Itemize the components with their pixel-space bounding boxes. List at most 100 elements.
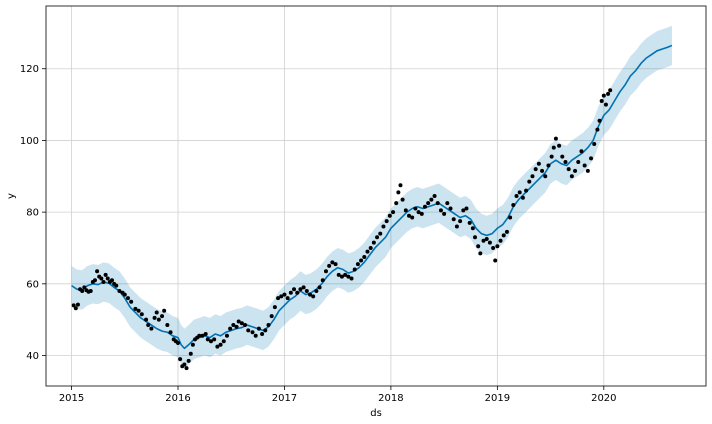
observed-point — [464, 206, 469, 211]
observed-point — [473, 235, 477, 240]
grid-layer — [46, 6, 706, 386]
observed-point — [504, 229, 509, 234]
observed-point — [243, 323, 248, 328]
observed-point — [129, 299, 134, 304]
observed-point — [403, 208, 408, 213]
observed-point — [266, 323, 271, 328]
observed-point — [481, 238, 486, 243]
observed-point — [336, 272, 341, 277]
observed-point — [317, 285, 322, 290]
observed-point — [589, 156, 594, 161]
observed-point — [442, 211, 447, 216]
observed-point — [375, 235, 380, 240]
observed-point — [253, 333, 258, 338]
observed-point — [71, 303, 76, 308]
observed-point — [110, 278, 114, 283]
observed-point — [263, 328, 268, 333]
observed-point — [553, 136, 558, 141]
forecast-line — [71, 44, 673, 350]
observed-point — [487, 240, 492, 245]
observed-point — [448, 206, 453, 211]
observed-point — [422, 204, 427, 209]
observed-point — [517, 190, 522, 195]
observed-point — [231, 323, 236, 328]
observed-point — [419, 211, 424, 216]
observed-point — [311, 294, 316, 299]
observed-point — [234, 324, 239, 329]
observed-point — [524, 188, 529, 193]
y-axis-label: y — [6, 193, 17, 199]
observed-point — [533, 167, 538, 172]
observed-point — [205, 337, 210, 342]
observed-point — [250, 330, 255, 335]
observed-point — [514, 194, 519, 198]
observed-point — [301, 285, 306, 290]
observed-point — [508, 215, 513, 220]
observed-point — [197, 333, 202, 338]
observed-point — [349, 276, 354, 281]
observed-point — [557, 143, 562, 148]
observed-point — [339, 274, 344, 279]
observed-point — [330, 260, 335, 265]
observed-point — [429, 197, 434, 202]
observed-point — [272, 305, 277, 310]
observed-point — [391, 210, 396, 215]
observed-point — [190, 342, 195, 347]
observed-point — [384, 219, 389, 224]
x-tick-label: 2015 — [59, 393, 84, 404]
observed-point — [203, 332, 208, 337]
observed-point — [597, 118, 602, 123]
plot-frame — [45, 5, 707, 387]
observed-point — [182, 362, 187, 367]
observed-point — [435, 201, 440, 206]
y-tick-label: 80 — [26, 208, 39, 219]
observed-point — [279, 294, 284, 299]
observed-point — [458, 219, 463, 224]
observed-point — [540, 168, 545, 173]
observed-point — [511, 202, 516, 207]
observed-point — [592, 142, 597, 147]
observed-point — [221, 339, 226, 344]
observed-points-layer — [71, 88, 613, 371]
observed-point — [491, 245, 496, 250]
observed-point — [579, 149, 584, 154]
observed-point — [276, 296, 281, 301]
observed-point — [498, 238, 503, 243]
observed-point — [333, 262, 338, 267]
observed-point — [105, 276, 110, 281]
observed-point — [224, 333, 229, 338]
observed-point — [156, 317, 161, 322]
observed-point — [228, 326, 233, 331]
observed-point — [582, 163, 587, 168]
observed-point — [536, 161, 541, 166]
observed-point — [146, 323, 151, 328]
observed-point — [212, 337, 217, 342]
observed-point — [606, 91, 611, 96]
observed-point — [576, 159, 581, 164]
forecast-line-layer — [71, 44, 673, 350]
observed-point — [304, 289, 309, 293]
observed-point — [569, 174, 574, 179]
observed-point — [394, 201, 399, 206]
observed-point — [122, 292, 127, 297]
observed-point — [381, 224, 386, 229]
observed-point — [269, 314, 274, 319]
observed-point — [125, 296, 130, 301]
observed-point — [484, 237, 489, 242]
observed-point — [476, 244, 481, 249]
observed-point — [162, 308, 167, 313]
observed-point — [323, 269, 328, 274]
observed-point — [285, 296, 290, 301]
observed-point — [520, 195, 525, 200]
observed-point — [595, 127, 600, 132]
observed-point — [493, 258, 498, 263]
observed-point — [82, 285, 87, 290]
observed-point — [585, 168, 590, 173]
observed-point — [99, 276, 104, 281]
observed-point — [387, 213, 392, 218]
observed-point — [599, 99, 604, 103]
observed-point — [239, 321, 244, 326]
observed-point — [527, 179, 532, 184]
